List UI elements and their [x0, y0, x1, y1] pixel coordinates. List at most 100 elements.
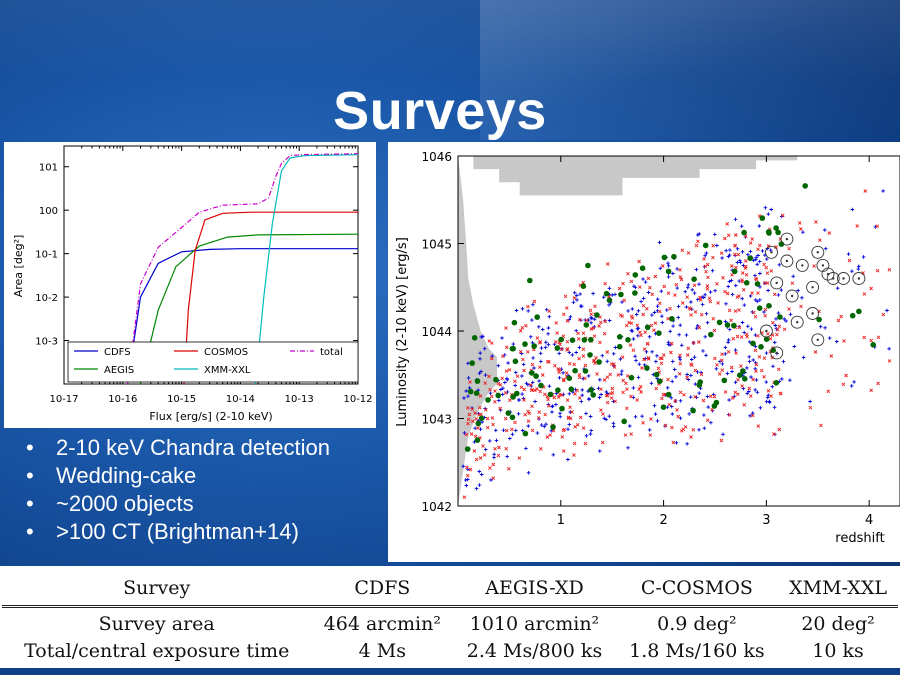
scatter-point-x	[540, 373, 545, 377]
scatter-point-plus	[728, 248, 732, 252]
scatter-point-plus	[543, 345, 548, 350]
table-cell: 4 Ms	[358, 640, 406, 662]
scatter-point-plus	[689, 300, 693, 304]
table-row: Survey area 464 arcmin² 1010 arcmin² 0.9…	[2, 606, 898, 636]
scatter-point-x	[808, 405, 813, 410]
scatter-point-x	[748, 394, 753, 398]
scatter-point-plus	[734, 283, 738, 288]
scatter-point-x	[501, 354, 505, 359]
scatter-point-plus	[704, 251, 709, 255]
scatter-point-x	[775, 332, 779, 337]
scatter-point-plus	[695, 297, 700, 302]
scatter-point-x	[572, 296, 577, 300]
scatter-point-plus	[824, 246, 828, 251]
scatter-point-x	[666, 291, 671, 296]
scatter-point-x	[584, 318, 589, 323]
scatter-point-dot	[766, 230, 772, 236]
scatter-point-plus	[861, 255, 866, 259]
scatter-point-dot	[721, 377, 728, 384]
scatter-point-x	[581, 331, 586, 336]
scatter-point-plus	[708, 290, 713, 294]
scatter-point-plus	[726, 254, 731, 259]
scatter-point-x	[597, 324, 601, 328]
scatter-point-dot	[559, 405, 565, 412]
scatter-point-x	[703, 264, 708, 269]
background-sheen	[480, 0, 900, 140]
scatter-point-x	[731, 336, 736, 341]
scatter-point-plus	[567, 350, 572, 355]
scatter-point-x	[645, 306, 649, 311]
scatter-point-plus	[479, 472, 484, 477]
scatter-point-plus	[665, 308, 669, 312]
scatter-point-plus	[531, 356, 535, 360]
scatter-point-plus	[530, 380, 535, 385]
scatter-point-plus	[496, 363, 501, 368]
scatter-point-plus	[751, 258, 756, 263]
scatter-point-x	[677, 371, 682, 376]
scatter-point-x	[572, 362, 577, 367]
scatter-point-plus	[758, 406, 763, 410]
y-tick-label: 10-1	[35, 250, 58, 261]
table-cell: 464 arcmin²	[323, 612, 441, 635]
scatter-point-x	[491, 422, 495, 427]
scatter-point-x	[660, 264, 665, 268]
bottom-bar	[0, 668, 900, 675]
scatter-point-x	[583, 376, 587, 381]
scatter-point-dot	[625, 337, 631, 343]
area-chart-ticks: 10-17 10-16 10-15 10-14 10-13 10-12 10-3 10-2 10…	[35, 146, 373, 405]
highlight-ring-center	[816, 338, 819, 341]
scatter-point-x	[504, 345, 509, 350]
highlight-ring	[852, 272, 866, 285]
scatter-point-dot	[588, 336, 594, 343]
scatter-point-x	[526, 304, 530, 309]
scatter-point-x	[829, 354, 834, 358]
scatter-point-x	[736, 377, 740, 382]
scatter-point-plus	[675, 267, 679, 271]
table-row-label: Total/central exposure time	[24, 640, 290, 662]
scatter-point-plus	[668, 343, 672, 347]
scatter-point-x	[650, 292, 655, 297]
scatter-point-plus	[672, 367, 677, 372]
scatter-point-plus	[835, 339, 839, 344]
scatter-point-plus	[557, 351, 561, 356]
scatter-point-x	[566, 415, 571, 420]
x-tick-label: 10-16	[108, 394, 137, 405]
scatter-point-x	[733, 233, 738, 237]
scatter-point-plus	[592, 317, 597, 321]
scatter-point-x	[624, 406, 629, 411]
table-header: Survey	[2, 572, 312, 608]
highlight-ring-center	[775, 351, 778, 355]
scatter-point-x	[485, 416, 490, 421]
scatter-point-plus	[494, 438, 499, 443]
scatter-point-plus	[557, 376, 562, 380]
scatter-point-x	[863, 189, 868, 193]
scatter-point-x	[678, 353, 682, 358]
scatter-point-plus	[546, 332, 550, 336]
scatter-point-x	[814, 220, 818, 224]
scatter-point-plus	[613, 345, 618, 350]
scatter-point-x	[620, 314, 625, 319]
scatter-point-dot	[665, 391, 672, 398]
scatter-point-plus	[687, 412, 691, 416]
scatter-point-plus	[500, 336, 504, 340]
scatter-point-x	[754, 277, 759, 282]
scatter-point-x	[535, 336, 540, 340]
highlight-ring	[795, 258, 809, 272]
scatter-point-dot	[742, 376, 748, 382]
scatter-point-x	[609, 391, 613, 396]
scatter-point-dot	[550, 424, 556, 430]
scatter-point-dot	[534, 314, 540, 320]
scatter-point-x	[478, 394, 483, 398]
scatter-point-x	[620, 355, 625, 360]
scatter-point-dot	[493, 376, 499, 383]
scatter-point-x	[533, 388, 537, 393]
scatter-point-dot	[802, 183, 808, 189]
scatter-point-x	[817, 238, 822, 243]
scatter-point-plus	[478, 351, 482, 355]
scatter-point-plus	[586, 318, 591, 322]
scatter-point-dot	[590, 392, 596, 398]
scatter-point-plus	[535, 431, 540, 435]
scatter-point-dot	[758, 344, 764, 350]
scatter-point-x	[545, 435, 550, 439]
scatter-point-plus	[881, 189, 885, 193]
